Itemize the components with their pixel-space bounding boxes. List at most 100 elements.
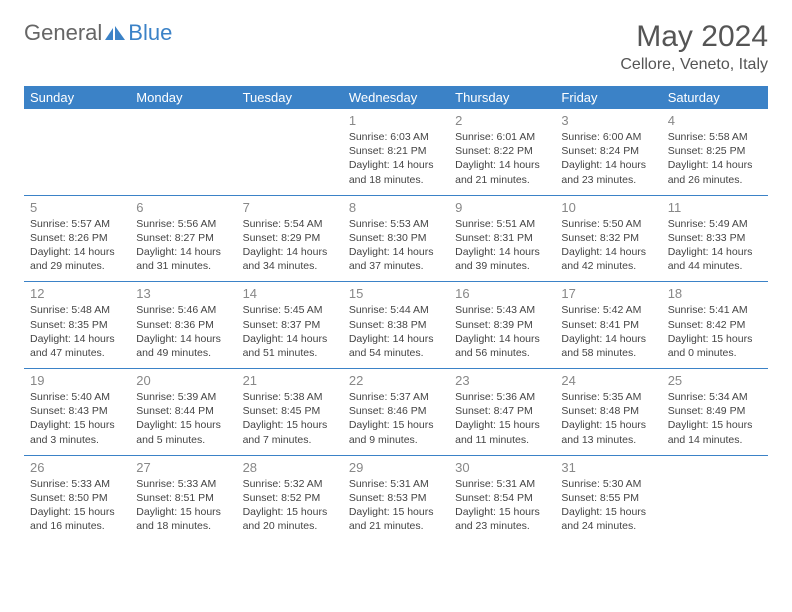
weekday-header: Monday — [130, 86, 236, 109]
location-text: Cellore, Veneto, Italy — [620, 56, 768, 74]
day-number: 16 — [455, 286, 549, 301]
day-number: 28 — [243, 460, 337, 475]
calendar-day-cell: 19 Sunrise: 5:40 AMSunset: 8:43 PMDayligh… — [24, 369, 130, 456]
day-info: Sunrise: 5:58 AMSunset: 8:25 PMDaylight:… — [668, 130, 762, 187]
day-info: Sunrise: 5:57 AMSunset: 8:26 PMDaylight:… — [30, 217, 124, 274]
day-number: 12 — [30, 286, 124, 301]
day-number: 5 — [30, 200, 124, 215]
day-number: 21 — [243, 373, 337, 388]
weekday-header-row: SundayMondayTuesdayWednesdayThursdayFrid… — [24, 86, 768, 109]
calendar-day-cell: 29Sunrise: 5:31 AMSunset: 8:53 PMDayligh… — [343, 455, 449, 541]
day-info: Sunrise: 5:48 AMSunset: 8:35 PMDaylight:… — [30, 303, 124, 360]
day-info: Sunrise: 5:34 AMSunset: 8:49 PMDaylight:… — [668, 390, 762, 447]
day-info: Sunrise: 5:32 AMSunset: 8:52 PMDaylight:… — [243, 477, 337, 534]
day-number: 3 — [561, 113, 655, 128]
calendar-day-cell: 6 Sunrise: 5:56 AMSunset: 8:27 PMDaylight… — [130, 195, 236, 282]
day-info: Sunrise: 5:33 AMSunset: 8:50 PMDaylight:… — [30, 477, 124, 534]
calendar-day-cell: 25 Sunrise: 5:34 AMSunset: 8:49 PMDayligh… — [662, 369, 768, 456]
weekday-header: Friday — [555, 86, 661, 109]
calendar-day-cell: 4 Sunrise: 5:58 AMSunset: 8:25 PMDaylight… — [662, 109, 768, 195]
calendar-day-cell: 13 Sunrise: 5:46 AMSunset: 8:36 PMDayligh… — [130, 282, 236, 369]
calendar-day-cell: 14Sunrise: 5:45 AMSunset: 8:37 PMDayligh… — [237, 282, 343, 369]
calendar-day-cell: 27 Sunrise: 5:33 AMSunset: 8:51 PMDayligh… — [130, 455, 236, 541]
logo-text-blue: Blue — [128, 20, 172, 46]
day-info: Sunrise: 5:44 AMSunset: 8:38 PMDaylight:… — [349, 303, 443, 360]
day-number: 30 — [455, 460, 549, 475]
day-number: 25 — [668, 373, 762, 388]
calendar-day-cell: 2 Sunrise: 6:01 AMSunset: 8:22 PMDaylight… — [449, 109, 555, 195]
page-header: General Blue May 2024 Cellore, Veneto, I… — [24, 20, 768, 74]
day-info: Sunrise: 5:39 AMSunset: 8:44 PMDaylight:… — [136, 390, 230, 447]
day-info: Sunrise: 6:00 AMSunset: 8:24 PMDaylight:… — [561, 130, 655, 187]
calendar-day-cell — [130, 109, 236, 195]
calendar-day-cell — [237, 109, 343, 195]
day-number: 27 — [136, 460, 230, 475]
calendar-day-cell: 23Sunrise: 5:36 AMSunset: 8:47 PMDayligh… — [449, 369, 555, 456]
calendar-day-cell: 9 Sunrise: 5:51 AMSunset: 8:31 PMDaylight… — [449, 195, 555, 282]
day-info: Sunrise: 5:41 AMSunset: 8:42 PMDaylight:… — [668, 303, 762, 360]
weekday-header: Wednesday — [343, 86, 449, 109]
calendar-day-cell: 8 Sunrise: 5:53 AMSunset: 8:30 PMDaylight… — [343, 195, 449, 282]
day-info: Sunrise: 5:56 AMSunset: 8:27 PMDaylight:… — [136, 217, 230, 274]
calendar-day-cell: 21 Sunrise: 5:38 AMSunset: 8:45 PMDayligh… — [237, 369, 343, 456]
day-number: 8 — [349, 200, 443, 215]
day-info: Sunrise: 5:51 AMSunset: 8:31 PMDaylight:… — [455, 217, 549, 274]
day-number: 13 — [136, 286, 230, 301]
day-number: 10 — [561, 200, 655, 215]
day-number: 11 — [668, 200, 762, 215]
calendar-day-cell: 24Sunrise: 5:35 AMSunset: 8:48 PMDayligh… — [555, 369, 661, 456]
weekday-header: Tuesday — [237, 86, 343, 109]
calendar-week-row: 26 Sunrise: 5:33 AMSunset: 8:50 PMDayligh… — [24, 455, 768, 541]
day-info: Sunrise: 5:50 AMSunset: 8:32 PMDaylight:… — [561, 217, 655, 274]
calendar-day-cell: 17 Sunrise: 5:42 AMSunset: 8:41 PMDayligh… — [555, 282, 661, 369]
weekday-header: Sunday — [24, 86, 130, 109]
day-number: 1 — [349, 113, 443, 128]
weekday-header: Saturday — [662, 86, 768, 109]
calendar-day-cell: 28 Sunrise: 5:32 AMSunset: 8:52 PMDayligh… — [237, 455, 343, 541]
calendar-week-row: 5 Sunrise: 5:57 AMSunset: 8:26 PMDaylight… — [24, 195, 768, 282]
calendar-day-cell: 11 Sunrise: 5:49 AMSunset: 8:33 PMDayligh… — [662, 195, 768, 282]
title-block: May 2024 Cellore, Veneto, Italy — [620, 20, 768, 74]
calendar-day-cell: 22 Sunrise: 5:37 AMSunset: 8:46 PMDayligh… — [343, 369, 449, 456]
day-info: Sunrise: 6:01 AMSunset: 8:22 PMDaylight:… — [455, 130, 549, 187]
weekday-header: Thursday — [449, 86, 555, 109]
day-info: Sunrise: 5:42 AMSunset: 8:41 PMDaylight:… — [561, 303, 655, 360]
day-info: Sunrise: 5:53 AMSunset: 8:30 PMDaylight:… — [349, 217, 443, 274]
calendar-table: SundayMondayTuesdayWednesdayThursdayFrid… — [24, 86, 768, 541]
calendar-day-cell: 3 Sunrise: 6:00 AMSunset: 8:24 PMDaylight… — [555, 109, 661, 195]
day-number: 23 — [455, 373, 549, 388]
day-number: 31 — [561, 460, 655, 475]
day-number: 6 — [136, 200, 230, 215]
day-number: 22 — [349, 373, 443, 388]
calendar-day-cell: 31 Sunrise: 5:30 AMSunset: 8:55 PMDayligh… — [555, 455, 661, 541]
day-number: 29 — [349, 460, 443, 475]
day-number: 17 — [561, 286, 655, 301]
day-info: Sunrise: 5:45 AMSunset: 8:37 PMDaylight:… — [243, 303, 337, 360]
day-info: Sunrise: 5:33 AMSunset: 8:51 PMDaylight:… — [136, 477, 230, 534]
day-number: 26 — [30, 460, 124, 475]
day-info: Sunrise: 5:31 AMSunset: 8:54 PMDaylight:… — [455, 477, 549, 534]
day-number: 7 — [243, 200, 337, 215]
calendar-day-cell: 10 Sunrise: 5:50 AMSunset: 8:32 PMDayligh… — [555, 195, 661, 282]
day-info: Sunrise: 5:38 AMSunset: 8:45 PMDaylight:… — [243, 390, 337, 447]
calendar-day-cell — [24, 109, 130, 195]
day-info: Sunrise: 5:49 AMSunset: 8:33 PMDaylight:… — [668, 217, 762, 274]
day-info: Sunrise: 5:40 AMSunset: 8:43 PMDaylight:… — [30, 390, 124, 447]
calendar-day-cell: 20 Sunrise: 5:39 AMSunset: 8:44 PMDayligh… — [130, 369, 236, 456]
day-number: 18 — [668, 286, 762, 301]
day-number: 9 — [455, 200, 549, 215]
day-info: Sunrise: 6:03 AMSunset: 8:21 PMDaylight:… — [349, 130, 443, 187]
day-info: Sunrise: 5:37 AMSunset: 8:46 PMDaylight:… — [349, 390, 443, 447]
day-number: 15 — [349, 286, 443, 301]
calendar-week-row: 1 Sunrise: 6:03 AMSunset: 8:21 PMDaylight… — [24, 109, 768, 195]
calendar-day-cell: 7Sunrise: 5:54 AMSunset: 8:29 PMDaylight… — [237, 195, 343, 282]
day-info: Sunrise: 5:46 AMSunset: 8:36 PMDaylight:… — [136, 303, 230, 360]
logo: General Blue — [24, 20, 172, 46]
calendar-day-cell — [662, 455, 768, 541]
day-number: 2 — [455, 113, 549, 128]
day-info: Sunrise: 5:30 AMSunset: 8:55 PMDaylight:… — [561, 477, 655, 534]
day-number: 19 — [30, 373, 124, 388]
day-number: 20 — [136, 373, 230, 388]
day-number: 4 — [668, 113, 762, 128]
sail-icon — [105, 26, 125, 40]
